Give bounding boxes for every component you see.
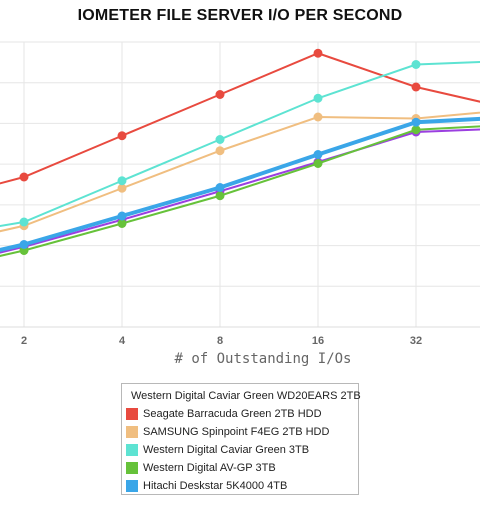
chart-title: IOMETER FILE SERVER I/O PER SECOND <box>77 7 403 24</box>
legend: Western Digital Caviar Green WD20EARS 2T… <box>121 383 361 495</box>
data-point <box>117 183 127 193</box>
legend-swatch <box>126 480 138 492</box>
legend-swatch <box>126 462 138 474</box>
data-point <box>313 112 323 122</box>
legend-item: Western Digital Caviar Green 3TB <box>126 441 358 459</box>
legend-label: Hitachi Deskstar 5K4000 4TB <box>143 480 288 492</box>
legend-swatch <box>126 426 138 438</box>
data-point <box>215 90 225 99</box>
legend-label: Western Digital AV-GP 3TB <box>143 462 276 474</box>
series-3 <box>0 60 480 228</box>
legend-item: Western Digital Caviar Green WD20EARS 2T… <box>126 387 361 405</box>
data-point <box>411 117 421 127</box>
data-point <box>215 183 225 192</box>
data-point <box>215 135 225 144</box>
legend-swatch <box>126 408 138 420</box>
data-point <box>117 219 127 228</box>
legend-label: SAMSUNG Spinpoint F4EG 2TB HDD <box>143 426 330 438</box>
x-tick-labels: 2 4 8 16 32 <box>21 335 422 347</box>
x-tick-label: 4 <box>119 335 126 347</box>
series-line <box>0 116 480 253</box>
data-point <box>215 146 225 156</box>
data-point <box>117 176 127 186</box>
series-line <box>0 61 480 228</box>
data-point <box>411 60 421 69</box>
data-point <box>19 217 29 227</box>
x-tick-label: 2 <box>21 335 27 347</box>
data-point <box>313 150 323 159</box>
legend-label: Western Digital Caviar Green 3TB <box>143 444 310 456</box>
data-point <box>19 172 29 182</box>
x-tick-label: 16 <box>312 335 324 347</box>
data-point <box>313 159 323 168</box>
x-tick-label: 32 <box>410 335 422 347</box>
series-0 <box>0 127 480 254</box>
legend-item: Seagate Barracuda Green 2TB HDD <box>126 405 358 423</box>
legend-label: Western Digital Caviar Green WD20EARS 2T… <box>131 390 361 402</box>
x-tick-label: 8 <box>217 335 223 347</box>
legend-swatch <box>126 444 138 456</box>
series-lines <box>0 48 480 257</box>
data-point <box>19 240 29 249</box>
series-4 <box>0 125 480 257</box>
legend-item: Hitachi Deskstar 5K4000 4TB <box>126 477 358 495</box>
x-axis-label: # of Outstanding I/Os <box>174 351 351 367</box>
series-5 <box>0 116 480 253</box>
legend-item: Western Digital AV-GP 3TB <box>126 459 358 477</box>
data-point <box>117 131 127 141</box>
data-point <box>313 48 323 58</box>
series-1 <box>0 48 480 185</box>
data-point <box>411 125 421 135</box>
series-line <box>0 125 480 257</box>
data-point <box>215 191 225 201</box>
legend-item: SAMSUNG Spinpoint F4EG 2TB HDD <box>126 423 358 441</box>
data-point <box>411 82 421 92</box>
series-line <box>0 128 480 254</box>
data-point <box>117 211 127 221</box>
legend-label: Seagate Barracuda Green 2TB HDD <box>143 408 322 420</box>
data-point <box>313 93 323 103</box>
